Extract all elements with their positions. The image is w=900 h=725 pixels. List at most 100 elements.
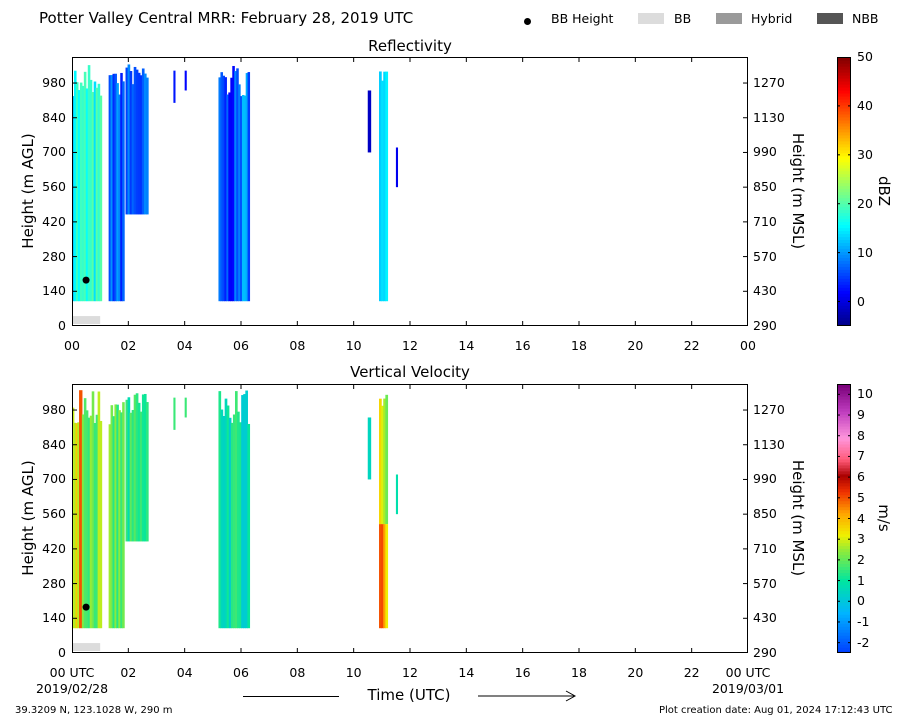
echo-strip: [129, 412, 133, 542]
colorbar-segment: [837, 410, 851, 415]
colorbar-segment: [837, 386, 851, 391]
start-date: 2019/02/28: [35, 681, 109, 696]
echo-strip: [114, 73, 117, 302]
echo-strip: [143, 393, 147, 542]
colorbar-segment: [837, 290, 851, 294]
echo-strip: [218, 77, 222, 302]
colorbar-segment: [837, 416, 851, 421]
y2-tick-label: 570: [753, 248, 777, 264]
colorbar-segment: [837, 266, 851, 270]
colorbar-segment: [837, 602, 851, 606]
colorbar-segment: [837, 167, 851, 172]
echo-strip: [99, 420, 103, 629]
colorbar-segment: [837, 293, 851, 297]
colorbar-segment: [837, 143, 851, 148]
echo-strip: [383, 71, 386, 302]
echo-strip: [79, 82, 83, 302]
colorbar-segment: [837, 533, 851, 538]
echo-strip: [99, 95, 103, 302]
echo-strip: [131, 84, 135, 215]
echo-strip: [383, 524, 386, 629]
echo-strip: [135, 69, 139, 215]
y-tick-label: 840: [42, 109, 66, 125]
colorbar-segment: [837, 398, 851, 403]
colorbar-segment: [837, 464, 851, 469]
echo-strip: [220, 72, 224, 302]
colorbar-segment: [837, 182, 851, 187]
echo-strip: [97, 83, 101, 302]
echo-strip: [379, 524, 382, 629]
colorbar-segment: [837, 629, 851, 633]
colorbar-segment: [837, 542, 851, 547]
legend-hybrid-label: Hybrid: [751, 11, 793, 26]
colorbar-segment: [837, 581, 851, 585]
echo-strip: [108, 424, 112, 629]
x-tick-label: 10: [345, 338, 362, 353]
y2-tick-label: 850: [753, 179, 777, 195]
colorbar-segment: [837, 509, 851, 514]
y-tick-label: 700: [42, 471, 66, 487]
colorbar-segment: [837, 572, 851, 576]
colorbar-segment: [837, 152, 851, 157]
echo-strip: [245, 73, 249, 302]
colorbar-segment: [837, 515, 851, 520]
colorbar-segment: [837, 482, 851, 487]
colorbar-segment: [837, 113, 851, 118]
echo-strip: [218, 391, 222, 629]
y2-tick-label: 430: [753, 283, 777, 299]
echo-strip: [173, 397, 176, 430]
echo-strip: [112, 73, 116, 302]
echo-strip: [395, 474, 399, 515]
echo-region: [379, 71, 389, 302]
y2-tick-label: 1270: [753, 75, 785, 91]
echo-strip: [129, 71, 133, 215]
echo-strip: [118, 410, 121, 629]
echo-strip: [133, 66, 137, 215]
echo-region: [173, 70, 176, 103]
colorbar-segment: [837, 614, 851, 618]
y-tick-label: 700: [42, 144, 66, 160]
echo-region: [79, 390, 83, 629]
colorbar-segment: [837, 74, 851, 79]
colorbar-segment: [837, 404, 851, 409]
colorbar-segment: [837, 467, 851, 472]
y-tick-label: 840: [42, 436, 66, 452]
echo-strip: [95, 87, 99, 302]
x-tick-label: 04: [176, 338, 193, 353]
velocity-ylabel: Height (m AGL): [19, 460, 37, 576]
colorbar-segment: [837, 503, 851, 508]
echo-strip: [116, 83, 119, 302]
colorbar-segment: [837, 470, 851, 475]
colorbar-segment: [837, 311, 851, 315]
echo-region: [218, 65, 239, 302]
colorbar-segment: [837, 536, 851, 541]
echo-region: [125, 64, 149, 215]
echo-strip: [79, 390, 83, 629]
echo-strip: [395, 147, 399, 188]
echo-strip: [122, 81, 125, 302]
colorbar-segment: [837, 104, 851, 109]
colorbar-segment: [837, 149, 851, 154]
colorbar-tick-label: 30: [857, 146, 873, 162]
legend-bb-label: BB: [674, 11, 692, 26]
colorbar-segment: [837, 632, 851, 636]
time-axis-left-line: [243, 696, 339, 697]
colorbar-segment: [837, 497, 851, 502]
colorbar-segment: [837, 428, 851, 433]
reflectivity-colorbar-label: dBZ: [875, 175, 893, 207]
legend-bb-height-marker: [524, 18, 531, 25]
echo-strip: [77, 422, 80, 629]
x-tick-label: 00: [64, 338, 80, 353]
echo-strip: [234, 71, 237, 302]
colorbar-segment: [837, 239, 851, 244]
echo-strip: [381, 405, 384, 525]
colorbar-segment: [837, 563, 851, 568]
echo-strip: [141, 394, 145, 542]
echo-strip: [131, 409, 135, 542]
echo-strip: [125, 399, 129, 542]
echo-strip: [72, 96, 75, 302]
echo-strip: [95, 414, 99, 629]
colorbar-segment: [837, 206, 851, 211]
x-tick-label: 16: [514, 665, 531, 680]
y2-tick-label: 290: [753, 645, 777, 660]
